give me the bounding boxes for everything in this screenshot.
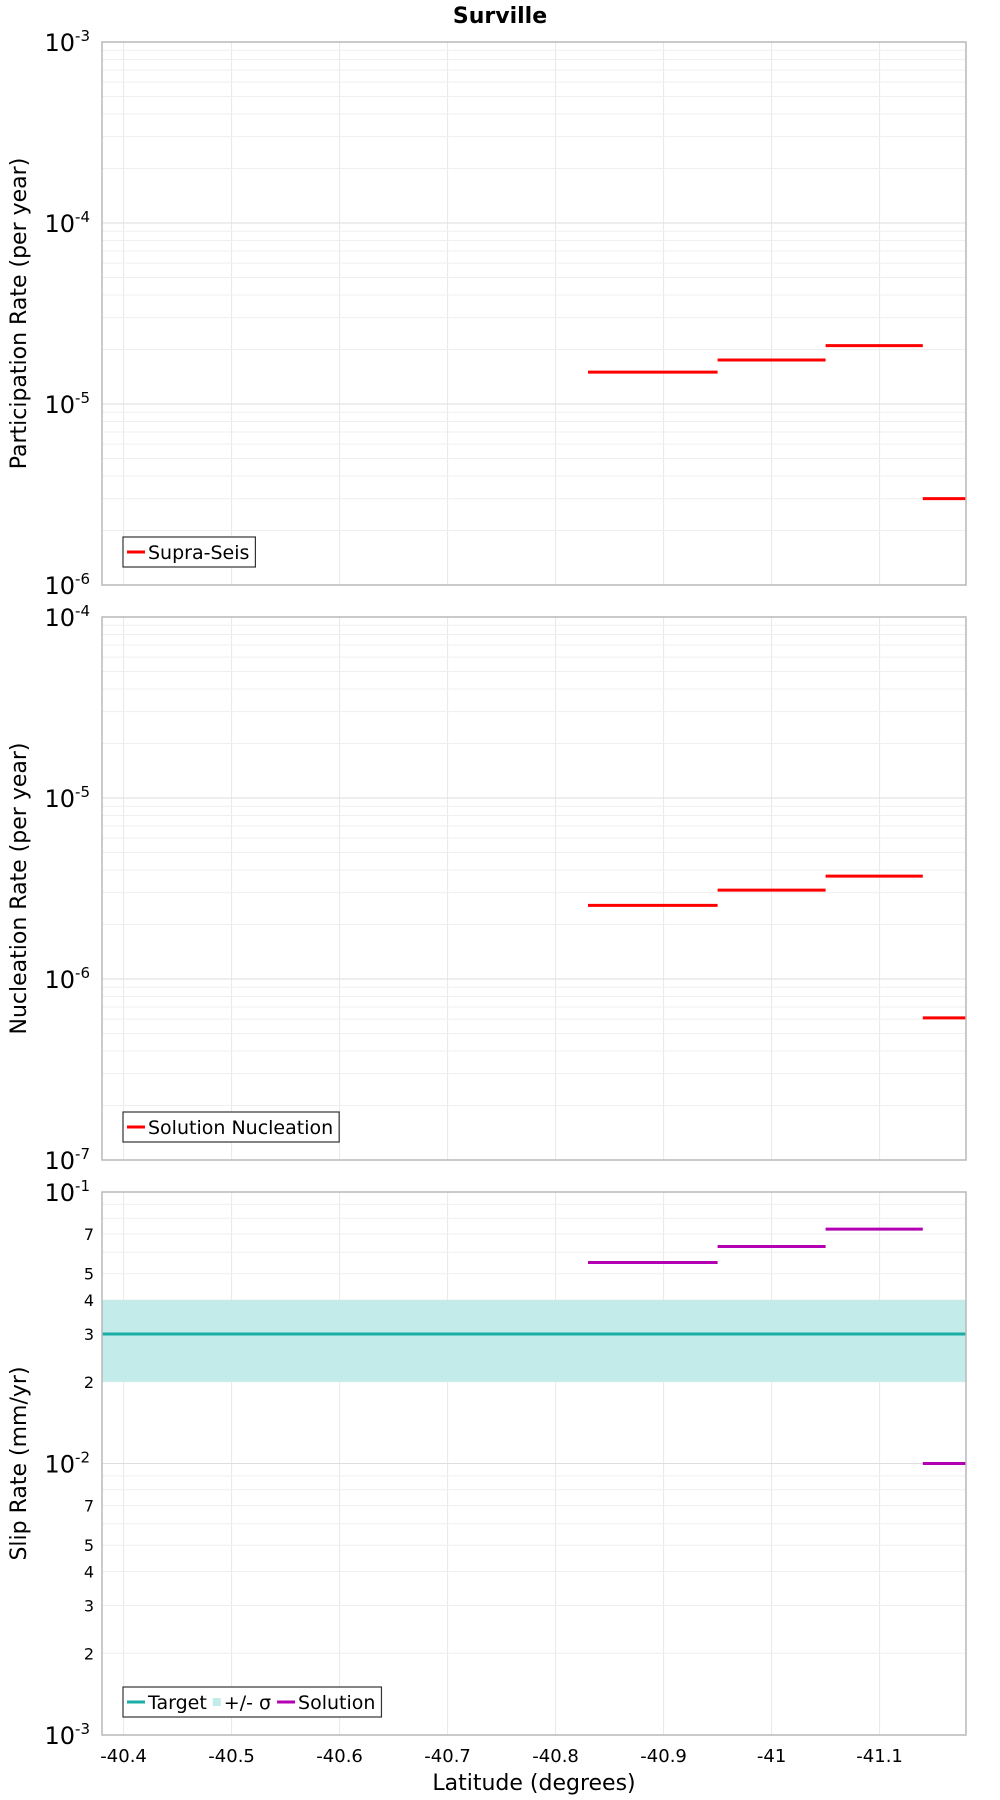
y-minor-tick-label: 2 — [84, 1644, 94, 1663]
y-tick-label: 10-2 — [44, 1449, 90, 1479]
y-tick-label: 10-1 — [44, 1177, 90, 1207]
legend-background — [123, 537, 256, 567]
plot-border — [101, 41, 967, 586]
legend-box — [122, 1111, 340, 1143]
y-tick-label: 10-4 — [44, 208, 90, 238]
y-tick-label: 10-7 — [44, 1145, 90, 1175]
y-axis-label: Nucleation Rate (per year) — [7, 743, 32, 1035]
y-minor-tick-label: 3 — [84, 1596, 94, 1615]
y-minor-tick-label: 4 — [84, 1563, 94, 1582]
y-tick-label: 10-6 — [44, 964, 90, 994]
panel-1: 10-6 10-5 10-4 10-3 Participation Rate (per … — [7, 27, 967, 600]
legend: Supra-Seis — [122, 536, 257, 568]
y-minor-tick-label: 5 — [84, 1536, 94, 1555]
legend: Solution Nucleation — [122, 1111, 340, 1143]
y-tick-label: 10-6 — [44, 570, 90, 600]
x-tick-label: -40.4 — [100, 1746, 147, 1767]
y-minor-tick-label: 2 — [84, 1373, 94, 1392]
x-tick-label: -40.5 — [208, 1746, 255, 1767]
y-minor-tick-label: 7 — [84, 1225, 94, 1244]
y-minor-tick-label: 3 — [84, 1325, 94, 1344]
x-tick-label: -41 — [757, 1746, 786, 1767]
legend: Target +/- σ Solution — [122, 1686, 383, 1718]
legend-label: Target — [147, 1692, 207, 1714]
legend-background — [123, 1687, 382, 1717]
legend-background — [123, 1112, 340, 1142]
legend-label: +/- σ — [224, 1692, 271, 1714]
plot-area — [102, 42, 966, 585]
panel-3: 10-3 10-2 10-1 2 3 4 5 7 2 3 4 5 7 Slip Rate (mm/yr) T… — [7, 1177, 967, 1750]
legend-label: Supra-Seis — [148, 542, 249, 564]
x-axis-label: Latitude (degrees) — [432, 1771, 635, 1796]
legend-box — [122, 536, 257, 568]
y-tick-label: 10-5 — [44, 783, 90, 813]
legend-label: Solution Nucleation — [148, 1117, 333, 1139]
y-axis-label: Slip Rate (mm/yr) — [7, 1366, 32, 1560]
y-tick-label: 10-5 — [44, 389, 90, 419]
y-minor-tick-label: 7 — [84, 1497, 94, 1516]
plot-border — [101, 616, 967, 1161]
x-tick-label: -41.1 — [856, 1746, 903, 1767]
x-tick-label: -40.7 — [424, 1746, 471, 1767]
y-tick-label: 10-3 — [44, 1720, 90, 1750]
sigma-band — [102, 1300, 966, 1382]
y-minor-tick-label: 4 — [84, 1291, 94, 1310]
y-axis-label: Participation Rate (per year) — [7, 158, 32, 470]
legend-box — [122, 1686, 383, 1718]
chart-title: Surville — [453, 4, 547, 29]
legend-swatch — [212, 1698, 221, 1706]
x-tick-label: -40.9 — [640, 1746, 687, 1767]
y-minor-tick-label: 5 — [84, 1265, 94, 1284]
y-tick-label: 10-4 — [44, 602, 90, 632]
panel-2: 10-7 10-6 10-5 10-4 Nucleation Rate (per yea… — [7, 602, 967, 1175]
x-tick-label: -40.8 — [532, 1746, 579, 1767]
plot-area — [102, 617, 966, 1160]
legend-label: Solution — [298, 1692, 375, 1714]
x-tick-label: -40.6 — [316, 1746, 363, 1767]
plot-border — [101, 1191, 967, 1736]
y-tick-label: 10-3 — [44, 27, 90, 57]
